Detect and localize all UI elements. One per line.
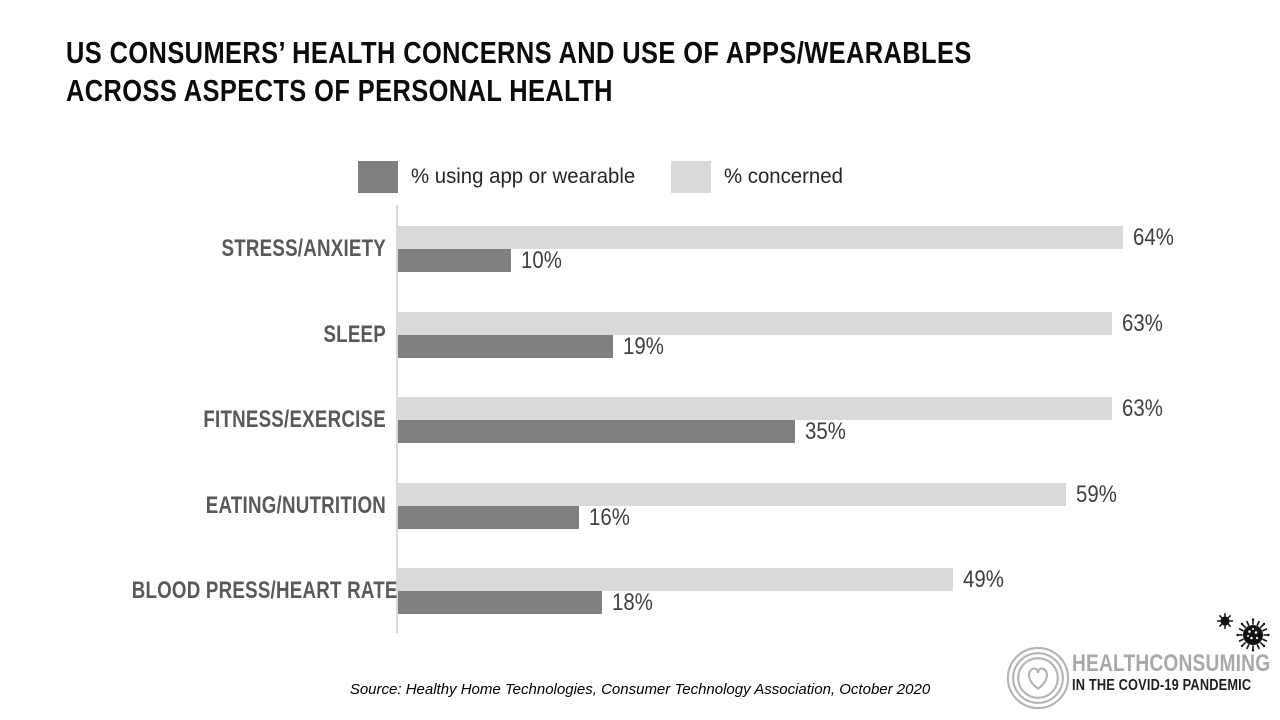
virus-large-icon [1236,618,1270,652]
virus-small-icon [1216,612,1234,630]
legend-swatch-dark-icon [358,161,398,193]
value-label-using-app: 10% [521,247,563,274]
logo-title: HEALTHCONSUMING [1072,650,1271,677]
category-label: EATING/NUTRITION [205,491,386,519]
value-label-using-app: 18% [611,589,653,616]
legend-item-concerned: % concerned [671,161,847,193]
heart-rings-icon [1006,646,1070,710]
logo-subtitle: IN THE COVID-19 PANDEMIC [1072,677,1252,694]
brand-logo: HEALTHCONSUMING IN THE COVID-19 PANDEMIC [1002,608,1274,716]
value-label-using-app: 16% [589,503,631,531]
category-label: STRESS/ANXIETY [221,235,386,262]
bar-concerned [398,311,1112,335]
y-axis-line [396,205,398,633]
legend-label-using-app: % using app or wearable [411,165,636,188]
value-label-concerned: 63% [1121,309,1163,337]
source-text: Source: Healthy Home Technologies, Consu… [349,681,931,698]
bar-using-app [398,591,602,614]
bar-using-app [398,505,580,529]
value-label-concerned: 59% [1076,480,1118,508]
bar-using-app [398,334,614,358]
category-label: FITNESS/EXERCISE [203,406,386,433]
category-label: BLOOD PRESS/HEART RATE [131,577,398,604]
bar-using-app [398,420,795,443]
page-title-line1: US CONSUMERS’ HEALTH CONCERNS AND USE OF… [66,35,972,70]
value-label-concerned: 63% [1121,395,1163,422]
bar-using-app [398,249,512,272]
value-label-using-app: 35% [804,418,846,445]
page-title: US CONSUMERS’ HEALTH CONCERNS AND USE OF… [66,34,972,110]
value-label-concerned: 49% [963,566,1004,593]
legend-item-using-app: % using app or wearable [358,161,642,193]
legend-label-concerned: % concerned [724,165,843,188]
bar-concerned [398,226,1124,249]
bar-concerned [398,397,1112,420]
page-title-line2: ACROSS ASPECTS OF PERSONAL HEALTH [66,73,613,108]
bar-concerned [398,568,954,591]
legend-swatch-light-icon [671,161,711,193]
value-label-using-app: 19% [623,332,665,360]
bar-concerned [398,482,1067,506]
value-label-concerned: 64% [1133,224,1174,251]
category-label: SLEEP [323,320,386,348]
